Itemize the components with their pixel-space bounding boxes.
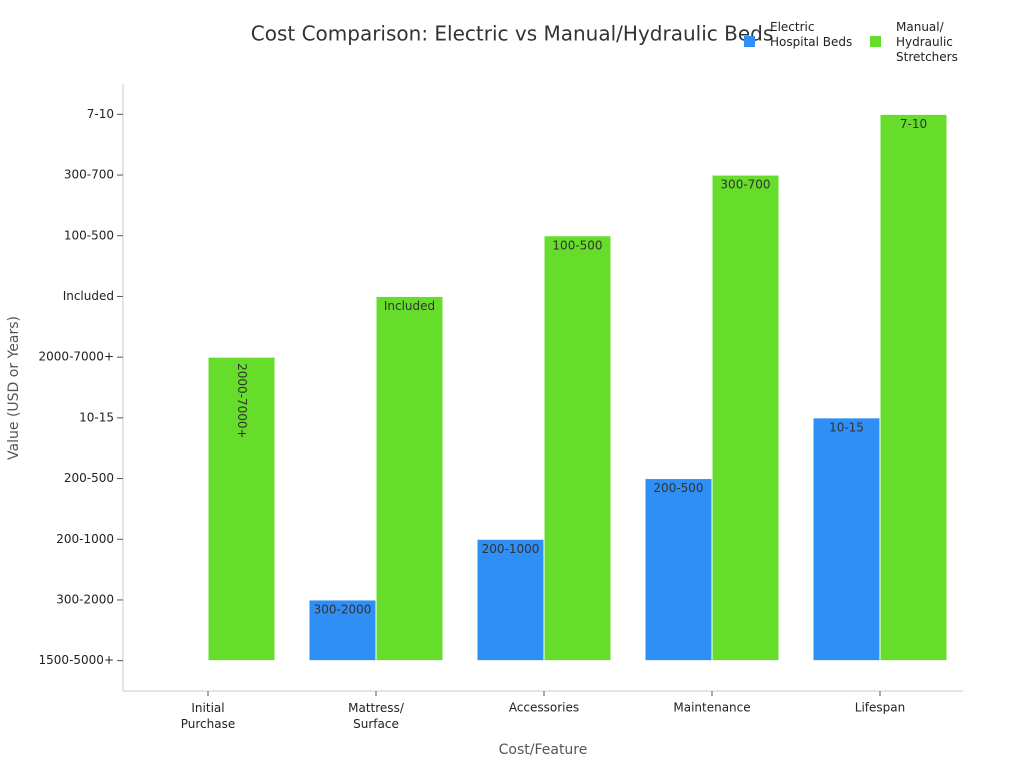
legend-swatch xyxy=(744,36,755,47)
value-label: 300-700 xyxy=(720,178,770,192)
legend-swatch xyxy=(870,36,881,47)
x-tick-label: Initial Purchase xyxy=(181,701,236,731)
x-tick-label: Mattress/Surface xyxy=(348,701,405,731)
y-tick-label: 300-2000 xyxy=(56,592,114,606)
y-tick-label: 2000-7000+ xyxy=(39,350,114,364)
bar xyxy=(711,174,780,662)
bar xyxy=(879,113,948,662)
y-tick-label: Included xyxy=(63,289,114,303)
value-label: 300-2000 xyxy=(314,602,372,616)
x-tick-label: Accessories xyxy=(509,701,579,715)
bar xyxy=(476,538,545,662)
value-label: 10-15 xyxy=(829,420,864,434)
x-tick-label: Maintenance xyxy=(673,701,750,715)
legend-label: Electric Hospital Beds xyxy=(770,20,852,49)
y-tick-label: 300-700 xyxy=(64,168,114,182)
value-label: 2000-7000+ xyxy=(235,363,249,438)
value-label: 100-500 xyxy=(552,238,602,252)
y-tick-label: 200-1000 xyxy=(56,532,114,546)
x-axis-title: Cost/Feature xyxy=(499,742,588,758)
bar xyxy=(207,356,276,662)
bar xyxy=(812,417,881,662)
y-tick-label: 7-10 xyxy=(87,107,114,121)
x-tick-label: Lifespan xyxy=(855,701,905,715)
y-tick-label: 100-500 xyxy=(64,228,114,242)
value-label: 200-500 xyxy=(653,481,703,495)
bar xyxy=(644,478,713,662)
value-label: 7-10 xyxy=(900,117,927,131)
y-axis-title: Value (USD or Years) xyxy=(6,316,22,460)
y-tick-label: 10-15 xyxy=(79,410,114,424)
value-label: 200-1000 xyxy=(482,542,540,556)
legend-label: Manual/Hydraulic Stretchers xyxy=(896,20,958,64)
y-tick-label: 1500-5000+ xyxy=(39,653,114,667)
bar xyxy=(543,235,612,662)
bar xyxy=(375,295,444,662)
y-tick-label: 200-500 xyxy=(64,471,114,485)
chart-title: Cost Comparison: Electric vs Manual/Hydr… xyxy=(251,22,774,46)
value-label: Included xyxy=(384,299,435,313)
